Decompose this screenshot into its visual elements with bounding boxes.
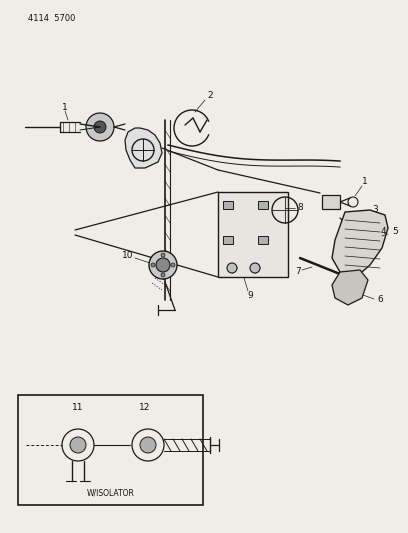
Text: 4114  5700: 4114 5700 [28,14,75,23]
Bar [223,236,233,244]
Bar [218,192,288,277]
Text: W/ISOLATOR: W/ISOLATOR [86,489,135,497]
Bar [322,195,340,209]
Circle shape [171,263,175,267]
Text: 1: 1 [62,103,68,112]
Circle shape [250,263,260,273]
Bar [258,236,268,244]
Text: 6: 6 [377,295,383,304]
Text: 10: 10 [122,251,134,260]
Text: 3: 3 [372,206,378,214]
Bar [258,201,268,209]
Bar [18,395,203,505]
Text: 2: 2 [207,92,213,101]
Polygon shape [332,210,388,278]
Text: 11: 11 [72,403,84,413]
Polygon shape [125,128,162,168]
Text: 5: 5 [392,228,398,237]
Circle shape [161,253,165,257]
Text: 12: 12 [139,403,151,413]
Circle shape [86,113,114,141]
Bar [223,201,233,209]
Circle shape [156,258,170,272]
Circle shape [140,437,156,453]
Circle shape [161,273,165,277]
Circle shape [94,121,106,133]
Text: 9: 9 [247,290,253,300]
Text: 7: 7 [295,268,301,277]
Text: 4: 4 [380,228,386,237]
Circle shape [70,437,86,453]
Polygon shape [332,270,368,305]
Text: 1: 1 [362,177,368,187]
Circle shape [149,251,177,279]
Text: 8: 8 [297,204,303,213]
Circle shape [151,263,155,267]
Circle shape [227,263,237,273]
